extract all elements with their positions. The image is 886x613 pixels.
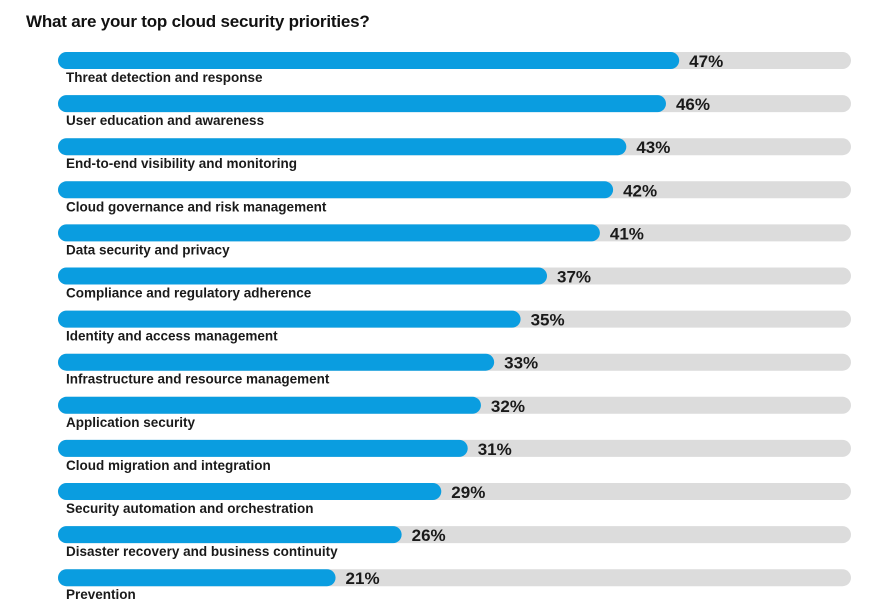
bar-row: 35% Identity and access management (58, 310, 851, 344)
bar (58, 95, 666, 113)
bar (58, 52, 680, 69)
bar (58, 526, 402, 544)
category-label: Security automation and orchestration (66, 501, 314, 516)
data-label: 42% (623, 181, 657, 200)
bar (58, 439, 468, 457)
data-label: 26% (412, 526, 446, 545)
category-label: Cloud migration and integration (66, 458, 271, 473)
category-label: Compliance and regulatory adherence (66, 286, 312, 301)
category-label: End-to-end visibility and monitoring (66, 156, 297, 171)
bar-row: 37% Compliance and regulatory adherence (58, 267, 851, 301)
bar-row: 21% Prevention (58, 569, 851, 602)
category-label: Prevention (66, 587, 136, 602)
bar-row: 26% Disaster recovery and business contin… (58, 526, 851, 559)
bar (58, 138, 627, 156)
chart-title: What are your top cloud security priorit… (26, 12, 370, 31)
bar (58, 569, 336, 587)
bar-row: 47% Threat detection and response (58, 52, 851, 85)
category-label: Identity and access management (66, 329, 278, 344)
category-label: Cloud governance and risk management (66, 199, 327, 214)
data-label: 41% (610, 224, 644, 243)
bar (58, 396, 481, 414)
bar (58, 181, 614, 199)
bar-row: 41% Data security and privacy (58, 224, 851, 257)
category-label: Threat detection and response (66, 70, 263, 85)
category-label: Disaster recovery and business continuit… (66, 544, 338, 559)
bar (58, 353, 495, 371)
bar-row: 43% End-to-end visibility and monitoring (58, 138, 851, 171)
category-label: Infrastructure and resource management (66, 372, 330, 387)
data-label: 31% (478, 440, 512, 459)
data-label: 46% (676, 95, 710, 114)
data-label: 29% (451, 483, 485, 502)
bar (58, 224, 600, 242)
data-label: 47% (689, 52, 723, 71)
data-label: 32% (491, 397, 525, 416)
category-label: Data security and privacy (66, 242, 230, 257)
bar (58, 483, 442, 500)
category-label: Application security (66, 415, 196, 430)
bar-row: 31% Cloud migration and integration (58, 439, 851, 473)
category-label: User education and awareness (66, 113, 264, 128)
data-label: 43% (636, 138, 670, 157)
data-label: 21% (346, 569, 380, 588)
bar-row: 42% Cloud governance and risk management (58, 181, 851, 214)
bar (58, 310, 521, 328)
bar-row: 46% User education and awareness (58, 95, 851, 128)
bar-row: 33% Infrastructure and resource managemen… (58, 353, 851, 387)
bar (58, 267, 548, 285)
data-label: 35% (531, 311, 565, 330)
bar-row: 29% Security automation and orchestration (58, 483, 851, 516)
data-label: 33% (504, 354, 538, 373)
bar-row: 32% Application security (58, 396, 851, 430)
data-label: 37% (557, 268, 591, 287)
